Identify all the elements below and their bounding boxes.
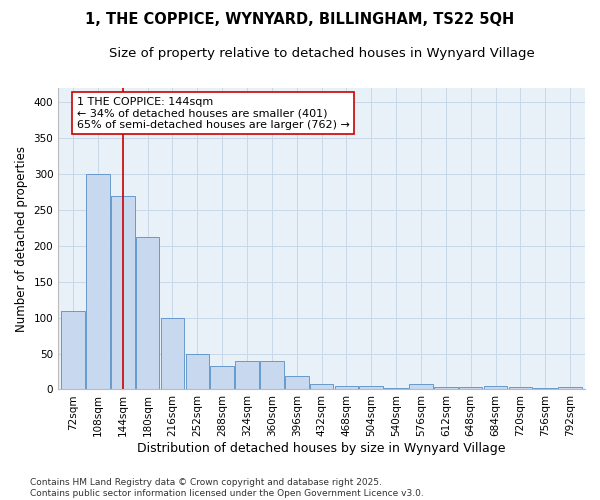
Bar (185, 354, 209, 390)
Bar (260, 361, 284, 390)
Bar (509, 386, 532, 390)
Y-axis label: Number of detached properties: Number of detached properties (15, 146, 28, 332)
Bar (385, 388, 408, 390)
Bar (409, 384, 433, 390)
Title: Size of property relative to detached houses in Wynyard Village: Size of property relative to detached ho… (109, 48, 535, 60)
Text: Contains HM Land Registry data © Crown copyright and database right 2025.
Contai: Contains HM Land Registry data © Crown c… (30, 478, 424, 498)
Bar (136, 236, 160, 390)
Bar (61, 310, 85, 390)
X-axis label: Distribution of detached houses by size in Wynyard Village: Distribution of detached houses by size … (137, 442, 506, 455)
Bar (558, 386, 582, 390)
Bar (359, 386, 383, 390)
Bar (434, 388, 458, 390)
Bar (285, 376, 308, 390)
Bar (335, 386, 358, 390)
Bar (459, 388, 482, 390)
Text: 1 THE COPPICE: 144sqm
← 34% of detached houses are smaller (401)
65% of semi-det: 1 THE COPPICE: 144sqm ← 34% of detached … (77, 96, 350, 130)
Bar (161, 318, 184, 390)
Bar (484, 386, 508, 390)
Bar (235, 361, 259, 390)
Text: 1, THE COPPICE, WYNYARD, BILLINGHAM, TS22 5QH: 1, THE COPPICE, WYNYARD, BILLINGHAM, TS2… (85, 12, 515, 28)
Bar (111, 196, 134, 390)
Bar (211, 366, 234, 390)
Bar (310, 384, 334, 390)
Bar (86, 174, 110, 390)
Bar (533, 388, 557, 390)
